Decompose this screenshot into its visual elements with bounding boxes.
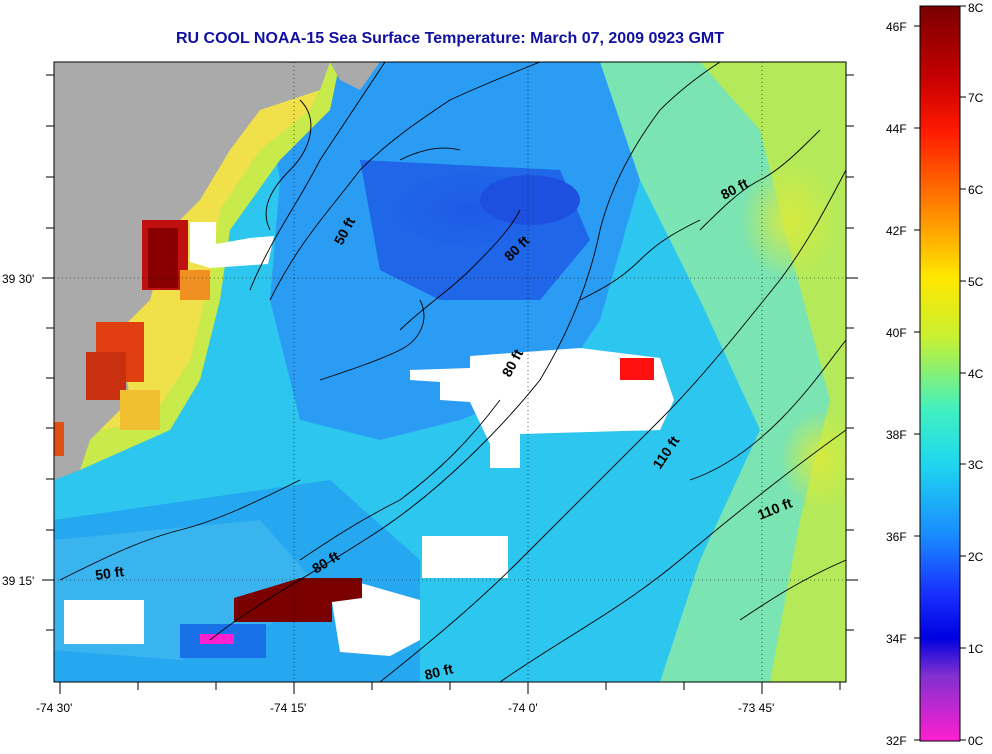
x-tick-label: -74 30' xyxy=(36,701,72,715)
colorbar-f-label: 42F xyxy=(886,224,907,238)
colorbar-f-label: 34F xyxy=(886,632,907,646)
x-tick-label: -74 0' xyxy=(508,701,538,715)
contour-label: 50 ft xyxy=(94,563,125,583)
colorbar-c-label: 7C xyxy=(968,91,984,105)
map-title: RU COOL NOAA-15 Sea Surface Temperature:… xyxy=(175,30,725,47)
colorbar-f-label: 44F xyxy=(886,122,907,136)
colorbar-f-label: 32F xyxy=(886,734,907,748)
colorbar-c-label: 4C xyxy=(968,367,984,381)
map-plot: 50 ft 80 ft 80 ft 80 ft 110 ft 110 ft 50… xyxy=(54,62,846,683)
colorbar-f-label: 38F xyxy=(886,428,907,442)
colorbar-f-label: 36F xyxy=(886,530,907,544)
graticule xyxy=(54,62,846,682)
x-tick-label: -74 15' xyxy=(270,701,306,715)
colorbar: 8C 7C 6C 5C 4C 3C 2C 1C 0C 46F 44F 42F 4… xyxy=(886,1,984,748)
colorbar-f-label: 46F xyxy=(886,20,907,34)
colorbar-c-label: 2C xyxy=(968,550,984,564)
depth-contours xyxy=(59,62,846,682)
x-tick-label: -73 45' xyxy=(738,701,774,715)
colorbar-c-label: 3C xyxy=(968,458,984,472)
y-tick-label: 39 15' xyxy=(2,574,34,588)
colorbar-c-label: 8C xyxy=(968,1,984,15)
y-tick-label: 39 30' xyxy=(2,272,34,286)
contour-label: 80 ft xyxy=(423,660,455,683)
colorbar-f-label: 40F xyxy=(886,326,907,340)
colorbar-c-label: 5C xyxy=(968,275,984,289)
colorbar-c-label: 6C xyxy=(968,183,984,197)
colorbar-c-label: 0C xyxy=(968,734,984,748)
map-frame xyxy=(42,61,858,694)
colorbar-c-label: 1C xyxy=(968,642,984,656)
